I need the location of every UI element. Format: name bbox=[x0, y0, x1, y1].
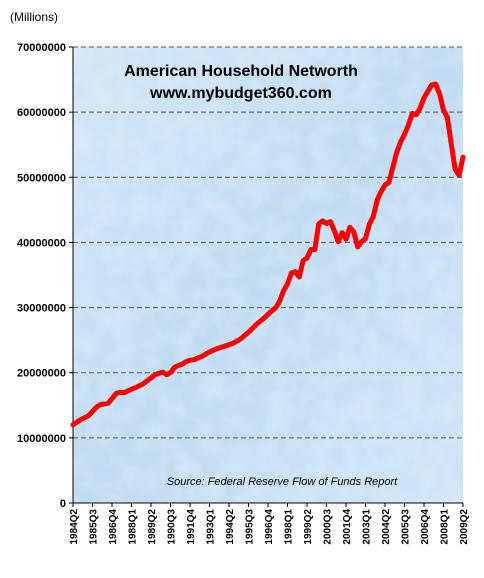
x-tick-label: 2009Q2 bbox=[459, 509, 470, 545]
x-tick-label: 2001Q4 bbox=[342, 509, 353, 545]
y-tick-label: 10000000 bbox=[17, 433, 66, 445]
x-tick-label: 1995Q3 bbox=[245, 509, 256, 545]
gridlines bbox=[73, 46, 463, 439]
y-tick-label: 60000000 bbox=[17, 107, 66, 119]
y-tick-label: 0 bbox=[60, 498, 66, 510]
y-tick-label: 30000000 bbox=[17, 303, 66, 315]
x-tick-label: 1996Q4 bbox=[264, 509, 275, 545]
x-axis-ticks: 1984Q2 1985Q3 1986Q4 1988Q1 1989Q2 1990Q3 1991… bbox=[69, 503, 470, 545]
x-tick-label: 1988Q1 bbox=[128, 509, 139, 545]
y-tick-label: 50000000 bbox=[17, 172, 66, 184]
x-tick-label: 1998Q1 bbox=[284, 509, 295, 545]
x-tick-label: 1984Q2 bbox=[69, 509, 80, 545]
x-tick-label: 1990Q3 bbox=[167, 509, 178, 545]
x-tick-label: 1999Q2 bbox=[303, 509, 314, 545]
y-tick-label: 20000000 bbox=[17, 368, 66, 380]
plot-texture bbox=[73, 47, 463, 503]
source-note: Source: Federal Reserve Flow of Funds Re… bbox=[167, 476, 398, 488]
x-tick-label: 1986Q4 bbox=[108, 509, 119, 545]
y-tick-label: 40000000 bbox=[17, 237, 66, 249]
x-tick-label: 2005Q3 bbox=[401, 509, 412, 545]
x-tick-label: 1993Q1 bbox=[206, 509, 217, 545]
y-axis-ticks: 0 10000000 20000000 30000000 40000000 5000000… bbox=[17, 42, 73, 510]
chart-title: American Household Networth bbox=[124, 63, 358, 80]
series-line bbox=[70, 81, 466, 428]
x-tick-label: 2004Q2 bbox=[381, 509, 392, 545]
unit-label: (Millions) bbox=[10, 10, 58, 24]
x-tick-label: 2006Q4 bbox=[420, 509, 431, 545]
x-tick-label: 2003Q1 bbox=[362, 509, 373, 545]
chart-subtitle: www.mybudget360.com bbox=[149, 85, 332, 102]
series-group bbox=[70, 81, 466, 428]
x-tick-label: 1989Q2 bbox=[147, 509, 158, 545]
x-tick-label: 2008Q1 bbox=[440, 509, 451, 545]
x-tick-label: 2000Q3 bbox=[323, 509, 334, 545]
y-tick-label: 70000000 bbox=[17, 42, 66, 54]
x-tick-label: 1994Q2 bbox=[225, 509, 236, 545]
x-tick-label: 1991Q4 bbox=[186, 509, 197, 545]
x-tick-label: 1985Q3 bbox=[89, 509, 100, 545]
